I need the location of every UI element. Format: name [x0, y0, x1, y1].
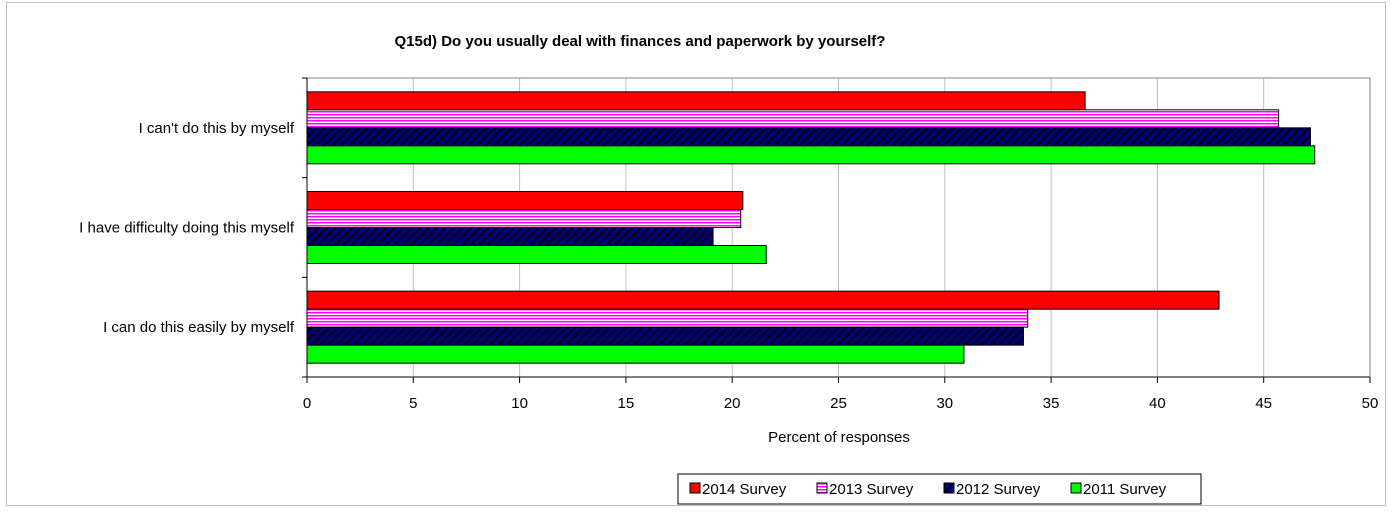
bar [306, 290, 1220, 310]
bar [306, 191, 744, 210]
legend-label: 2014 Survey [702, 481, 787, 498]
bar [306, 91, 1086, 111]
x-tick-label: 15 [618, 395, 635, 412]
x-tick-label: 25 [830, 395, 847, 412]
bar [306, 209, 742, 228]
chart-frame: Q15d) Do you usually deal with finances … [6, 2, 1386, 506]
chart-title: Q15d) Do you usually deal with finances … [395, 33, 886, 50]
legend: 2014 Survey 2013 Survey 2012 Survey 2011 Su… [677, 473, 1202, 505]
x-tick-label: 45 [1255, 395, 1272, 412]
x-tick-label: 0 [303, 395, 311, 412]
bar [306, 326, 1024, 346]
x-tick-label: 20 [724, 395, 741, 412]
legend-label: 2013 Survey [829, 481, 914, 498]
x-tick-label: 10 [511, 395, 528, 412]
x-tick-label: 30 [936, 395, 953, 412]
legend-box [677, 473, 1202, 505]
bar [306, 308, 1029, 328]
y-category-label: I can't do this by myself [139, 120, 295, 137]
bar [306, 109, 1280, 129]
legend-swatch [943, 482, 955, 494]
y-category-label: I can do this easily by myself [103, 319, 295, 336]
bar [306, 344, 965, 364]
legend-swatch [689, 482, 701, 494]
y-category-label: I have difficulty doing this myself [79, 220, 295, 237]
plot-area: 0 5 10 15 20 25 30 35 40 45 50 I can't do this by m… [79, 77, 1379, 412]
bar [306, 227, 714, 246]
bar [306, 127, 1311, 147]
chart-svg: Q15d) Do you usually deal with finances … [79, 33, 1379, 505]
x-axis-label: Percent of responses [768, 429, 910, 446]
legend-label: 2011 Survey [1083, 481, 1167, 498]
x-tick-label: 5 [409, 395, 417, 412]
x-tick-label: 35 [1043, 395, 1060, 412]
bar [306, 245, 767, 264]
legend-swatch [1070, 482, 1082, 494]
bar [306, 145, 1316, 165]
legend-swatch [816, 482, 828, 494]
legend-label: 2012 Survey [956, 481, 1041, 498]
x-tick-label: 50 [1362, 395, 1379, 412]
x-tick-label: 40 [1149, 395, 1166, 412]
